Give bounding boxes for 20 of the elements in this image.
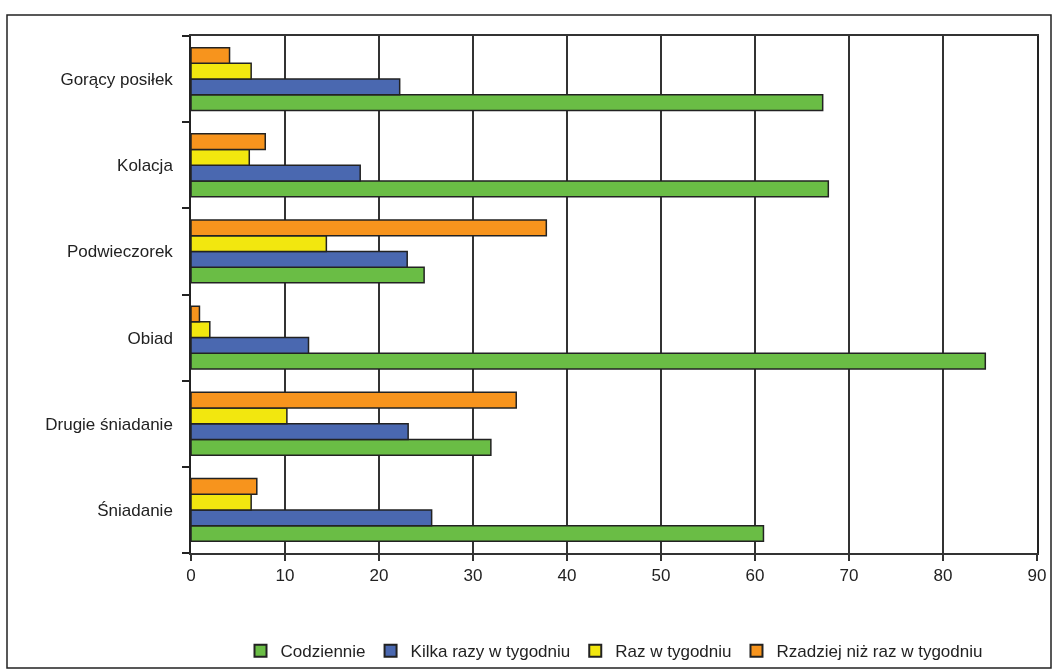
x-tick-label: 0 — [186, 566, 196, 586]
x-tick-label: 10 — [275, 566, 295, 586]
x-tick-label: 80 — [933, 566, 953, 586]
x-tick-label: 50 — [651, 566, 671, 586]
legend-label: Kilka razy w tygodniu — [410, 642, 571, 662]
y-tick-label: Podwieczorek — [67, 242, 174, 262]
y-tick-label: Drugie śniadanie — [45, 414, 173, 434]
y-tick-label: Gorący posiłek — [60, 70, 174, 90]
y-tick-label: Kolacja — [117, 156, 174, 176]
y-tick-label: Śniadanie — [97, 500, 173, 520]
x-tick-label: 60 — [745, 566, 765, 586]
x-tick-label: 70 — [839, 566, 859, 586]
y-tick-label: Obiad — [127, 328, 173, 348]
x-tick-label: 30 — [463, 566, 483, 586]
legend-label: Codziennie — [280, 642, 366, 662]
x-tick-label: 20 — [369, 566, 389, 586]
legend-label: Rzadziej niż raz w tygodniu — [776, 642, 983, 662]
legend-label: Raz w tygodniu — [615, 642, 732, 662]
x-tick-label: 90 — [1027, 566, 1047, 586]
x-tick-label: 40 — [557, 566, 577, 586]
